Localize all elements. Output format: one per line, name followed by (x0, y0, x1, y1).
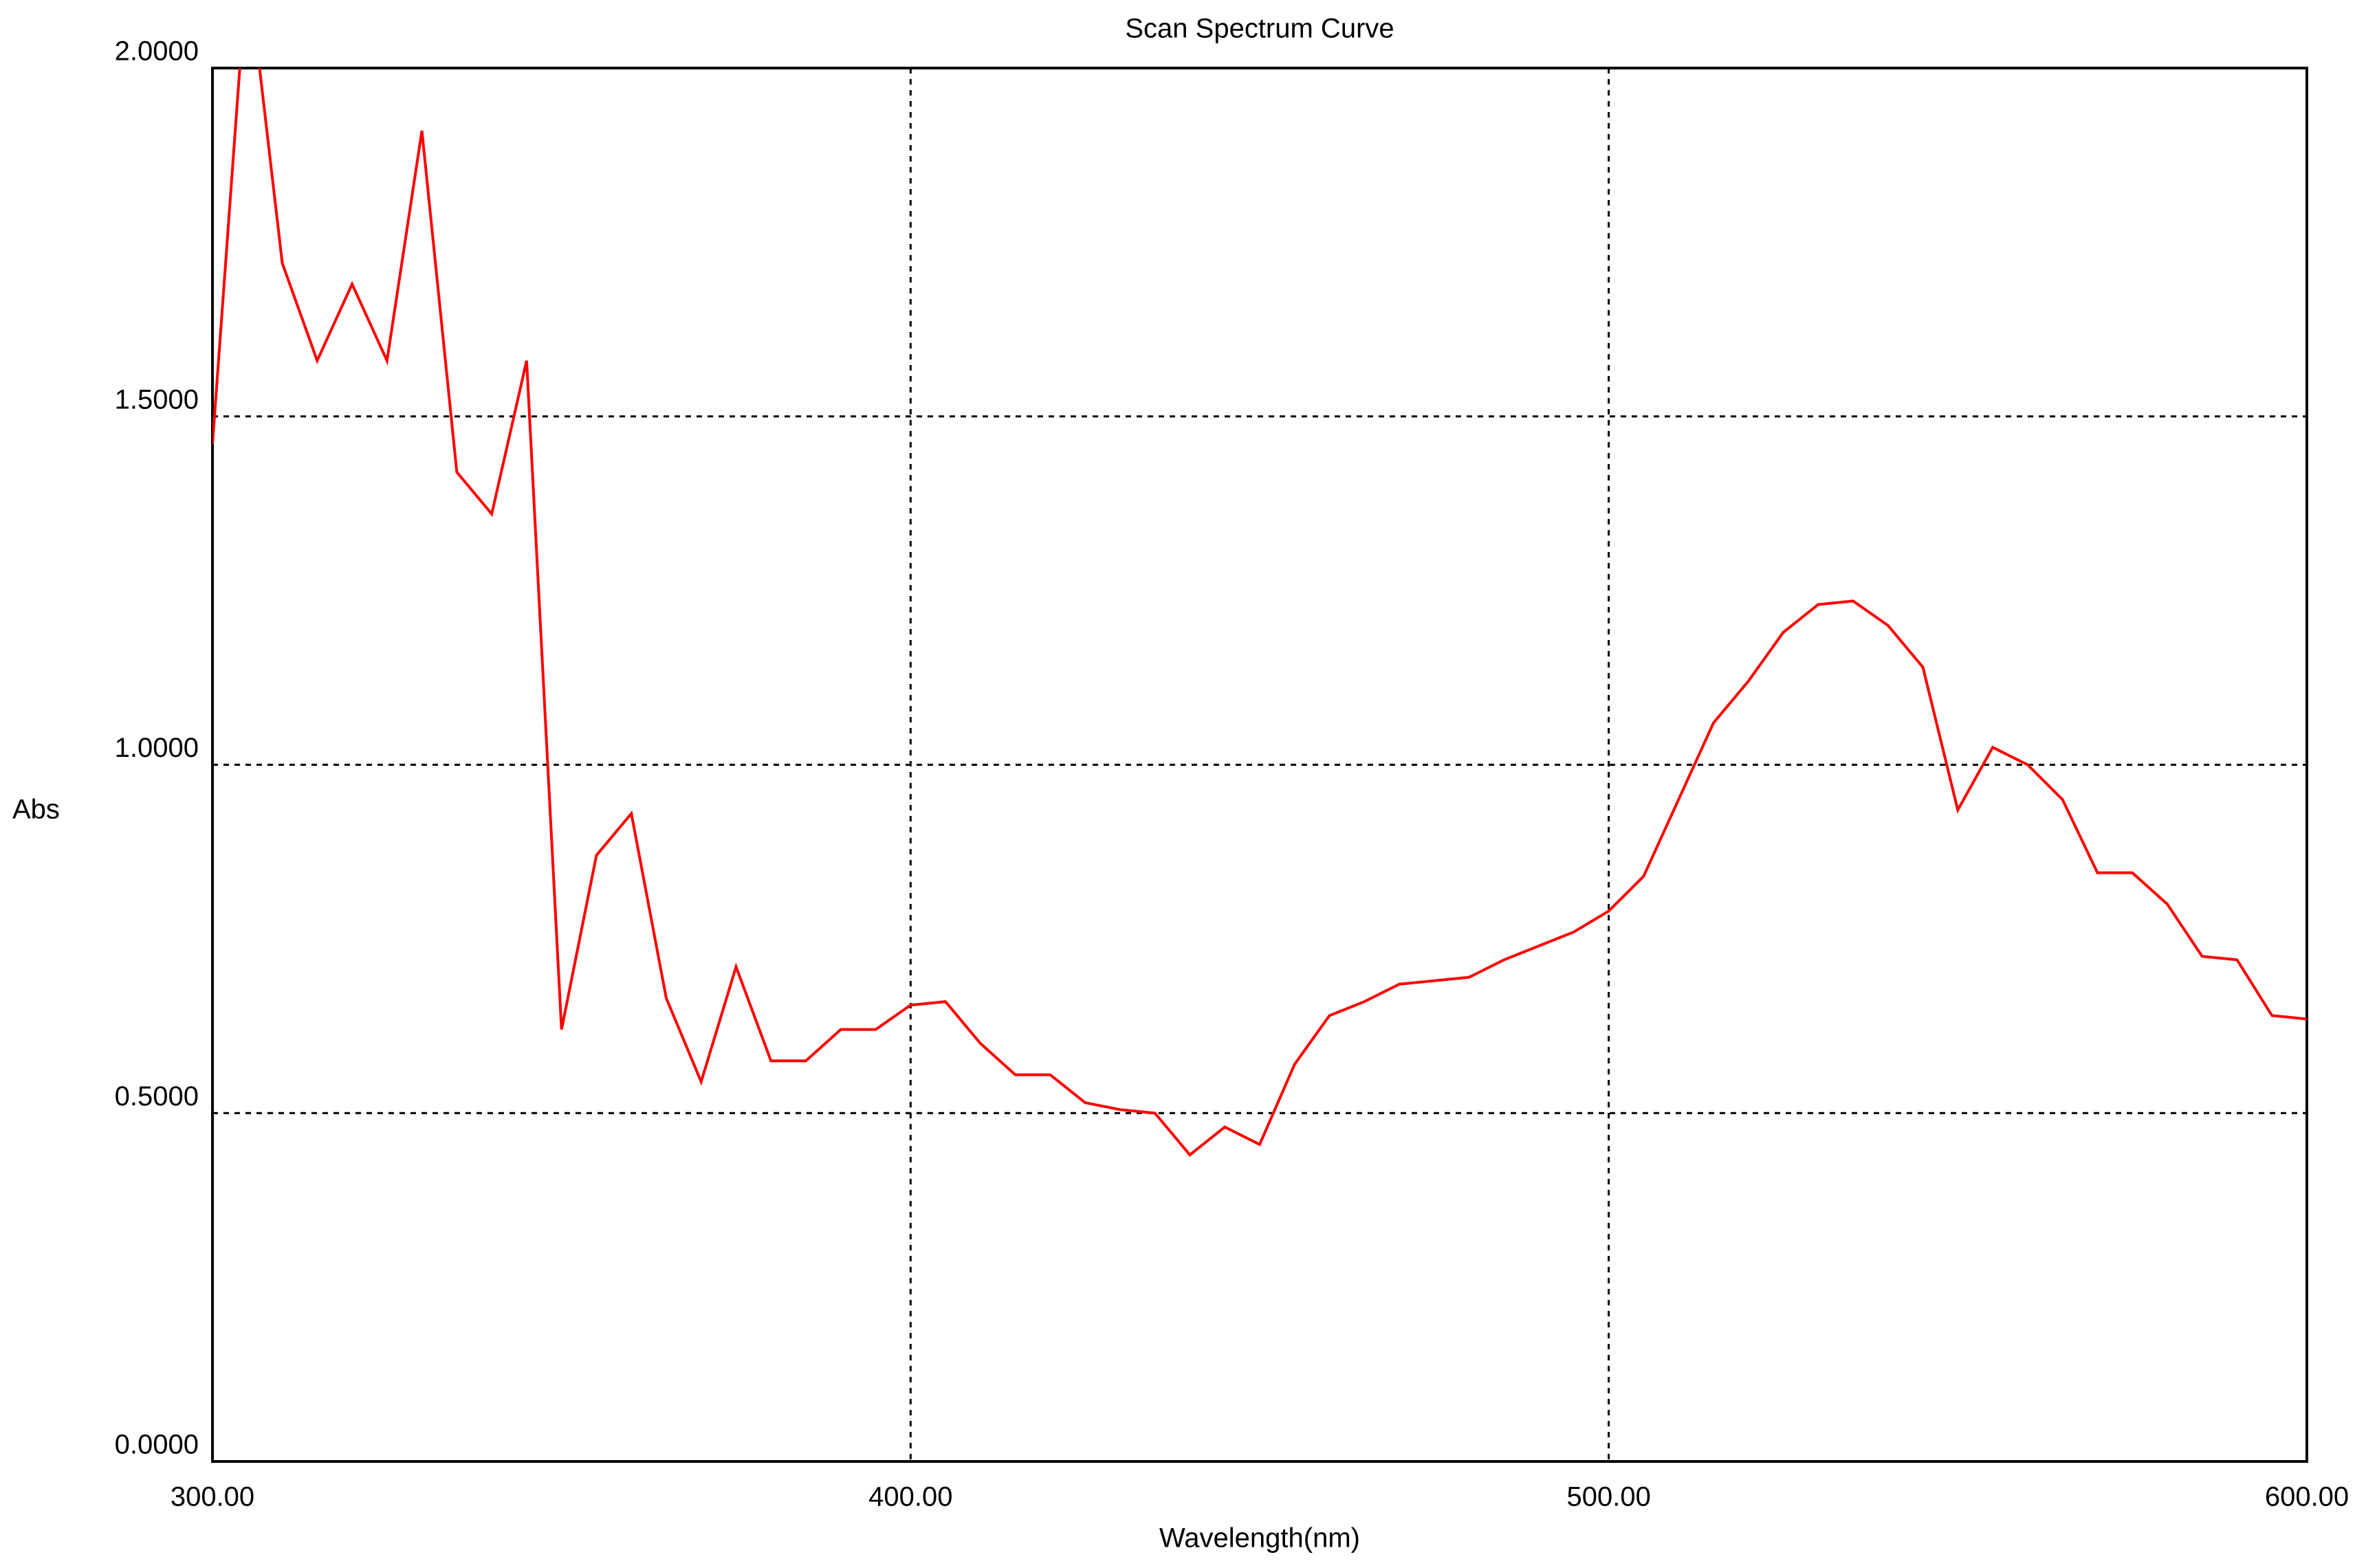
y-tick-label: 0.0000 (115, 1430, 199, 1460)
y-tick-label: 0.5000 (115, 1081, 199, 1112)
x-tick-label: 300.00 (171, 1482, 254, 1512)
y-axis-label: Abs (12, 795, 60, 825)
y-tick-label: 1.0000 (115, 733, 199, 763)
spectrum-line (212, 68, 2307, 1157)
x-axis-label: Wavelength(nm) (1159, 1523, 1360, 1554)
x-tick-label: 400.00 (868, 1482, 952, 1512)
plot-frame (211, 67, 2308, 1463)
x-tick-label: 500.00 (1566, 1482, 1650, 1512)
y-tick-label: 2.0000 (115, 36, 199, 67)
y-tick-label: 1.5000 (115, 384, 199, 415)
chart-title: Scan Spectrum Curve (1125, 14, 1394, 44)
x-tick-label: 600.00 (2265, 1482, 2349, 1512)
